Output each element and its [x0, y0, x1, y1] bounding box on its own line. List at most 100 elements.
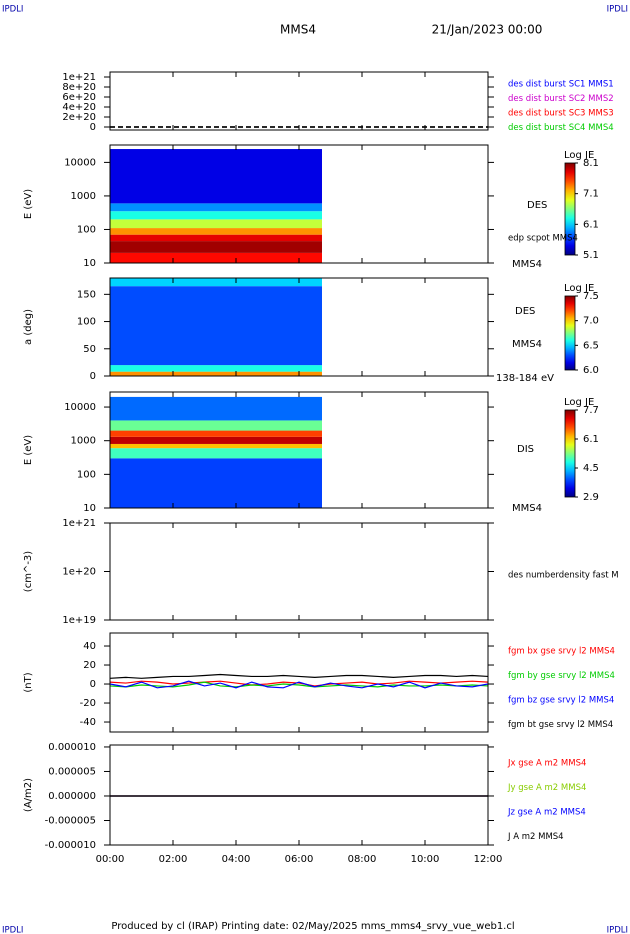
date: 21/Jan/2023 00:00	[432, 23, 543, 37]
legend-entry: des dist burst SC1 MMS1	[508, 80, 614, 90]
y-tick-label: 0	[90, 679, 96, 690]
colorbar-label: 6.1	[583, 219, 599, 230]
x-tick-label: 06:00	[285, 854, 314, 865]
heat-cell	[110, 211, 322, 220]
annotation: MMS4	[512, 259, 542, 270]
colorbar-label: 7.7	[583, 405, 599, 416]
y-tick-label: 40	[83, 641, 96, 652]
colorbar-label: 7.0	[583, 316, 599, 327]
y-tick-label: 10	[83, 258, 96, 269]
heat-cell	[110, 278, 322, 287]
y-tick-label: 10000	[64, 402, 96, 413]
logo: IPDLI	[607, 5, 628, 15]
y-tick-label: -0.000010	[45, 840, 96, 851]
legend-entry: fgm bt gse srvy l2 MMS4	[508, 720, 613, 730]
y-tick-label: 0.000010	[48, 742, 96, 753]
legend-entry: Jy gse A m2 MMS4	[507, 783, 586, 793]
heat-cell	[110, 365, 322, 372]
y-tick-label: 2e+20	[62, 112, 96, 123]
y-axis-label: (cm^-3)	[23, 551, 34, 592]
colorbar-label: 6.1	[583, 434, 599, 445]
annotation: MMS4	[512, 339, 542, 350]
colorbar	[564, 162, 576, 256]
y-tick-label: 20	[83, 660, 96, 671]
annotation: DES	[515, 306, 535, 317]
heat-cell	[110, 219, 322, 229]
logo: IPDLI	[2, 5, 23, 15]
colorbar-label: 4.5	[583, 463, 599, 474]
y-tick-label: 0	[90, 371, 96, 382]
y-tick-label: 0.000005	[48, 766, 96, 777]
x-tick-label: 10:00	[411, 854, 440, 865]
y-tick-label: 10000	[64, 157, 96, 168]
y-tick-label: 1e+19	[62, 615, 96, 626]
x-tick-label: 00:00	[96, 854, 125, 865]
legend-entry: fgm bx gse srvy l2 MMS4	[508, 647, 615, 657]
heat-cell	[110, 458, 322, 508]
series-line	[109, 680, 489, 687]
heat-cell	[110, 436, 322, 444]
heat-cell	[110, 430, 322, 437]
y-tick-label: 1000	[71, 436, 96, 447]
heat-cell	[110, 241, 322, 253]
colorbar-label: 5.1	[583, 250, 599, 261]
heat-cell	[110, 203, 322, 212]
x-tick-label: 12:00	[474, 854, 503, 865]
annotation: DIS	[517, 444, 534, 455]
heat-cell	[110, 448, 322, 459]
series-line	[109, 673, 489, 679]
y-tick-label: 1e+21	[62, 518, 96, 529]
y-tick-label: 100	[77, 317, 96, 328]
annotation: edp scpot MMS4	[508, 234, 578, 244]
logo: IPDLI	[607, 926, 628, 934]
legend-entry: des dist burst SC2 MMS2	[508, 94, 614, 104]
heat-cell	[110, 252, 322, 263]
colorbar-label: 7.1	[583, 189, 599, 200]
y-tick-label: 6e+20	[62, 92, 96, 103]
colorbar-label: 6.5	[583, 340, 599, 351]
colorbar	[564, 409, 576, 498]
panel-frame	[109, 744, 489, 846]
colorbar-label: 2.9	[583, 492, 599, 503]
heat-cell	[110, 228, 322, 235]
y-tick-label: 50	[83, 344, 96, 355]
y-axis-label: E (eV)	[23, 189, 34, 219]
heat-cell	[110, 396, 322, 421]
colorbar-title: Log JE	[564, 283, 594, 294]
heat-cell	[110, 371, 322, 376]
colorbar-label: 7.5	[583, 291, 599, 302]
legend-entry: fgm bz gse srvy l2 MMS4	[508, 696, 614, 706]
colorbar-label: 6.0	[583, 365, 599, 376]
heat-cell	[110, 420, 322, 431]
legend-entry: Jx gse A m2 MMS4	[507, 759, 586, 769]
colorbar-title: Log JE	[564, 150, 594, 161]
y-tick-label: -0.000005	[45, 815, 96, 826]
x-tick-label: 02:00	[159, 854, 188, 865]
heat-cell	[110, 443, 322, 449]
y-tick-label: 8e+20	[62, 82, 96, 93]
y-tick-label: 100	[77, 469, 96, 480]
panel-frame	[109, 71, 489, 131]
logo: IPDLI	[2, 926, 23, 934]
annotation: DES	[527, 200, 547, 211]
series-line	[109, 681, 489, 688]
y-tick-label: 1e+20	[62, 567, 96, 578]
y-tick-label: 1e+21	[62, 72, 96, 83]
y-axis-label: a (deg)	[23, 309, 34, 345]
annotation: des numberdensity fast M	[508, 571, 619, 581]
y-tick-label: 100	[77, 224, 96, 235]
y-tick-label: 10	[83, 503, 96, 514]
colorbar	[564, 295, 576, 371]
x-tick-label: 08:00	[348, 854, 377, 865]
heat-cell	[110, 234, 322, 242]
colorbar-title: Log JE	[564, 397, 594, 408]
legend-entry: des dist burst SC4 MMS4	[508, 123, 614, 133]
footer: Produced by cl (IRAP) Printing date: 02/…	[111, 921, 514, 932]
y-tick-label: 4e+20	[62, 102, 96, 113]
y-tick-label: 0	[90, 122, 96, 133]
y-tick-label: -20	[80, 698, 96, 709]
y-tick-label: -40	[80, 717, 96, 728]
heat-cell	[110, 286, 322, 366]
panel-frame	[109, 522, 489, 621]
